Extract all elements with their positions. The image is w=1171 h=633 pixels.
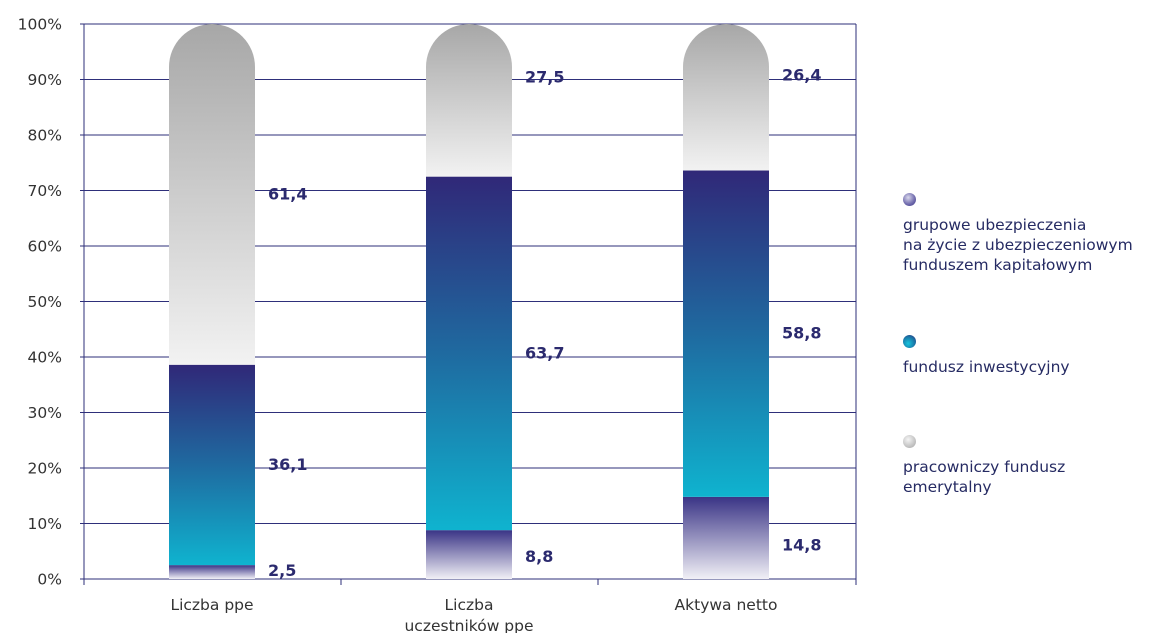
y-axis-ticks: 0% 10% 20% 30% 40% 50% 60% 70% 80% 90% 100% — [18, 16, 62, 589]
y-tick-label: 40% — [28, 349, 62, 367]
bar-segment-2 — [683, 170, 769, 497]
y-tick-label: 30% — [28, 404, 62, 422]
y-tick-label: 70% — [28, 182, 62, 200]
y-tick-label: 20% — [28, 460, 62, 478]
value-label: 61,4 — [268, 184, 307, 203]
y-tick-label: 0% — [37, 571, 62, 589]
x-tick-label: Aktywa netto — [675, 596, 778, 614]
bar-segment-3 — [169, 24, 255, 365]
x-tick-label: uczestników ppe — [404, 617, 533, 633]
legend-label: pracowniczy fundusz emerytalny — [903, 458, 1066, 496]
circle-purple-icon — [903, 193, 916, 206]
bar-segment-2 — [426, 176, 512, 531]
value-labels: 2,5 36,1 61,4 8,8 63,7 27,5 14,8 58,8 26,4 — [268, 65, 821, 580]
value-label: 58,8 — [782, 324, 821, 343]
y-tick-label: 90% — [28, 71, 62, 89]
bar-segment-1 — [683, 496, 769, 579]
y-tick-label: 10% — [28, 515, 62, 533]
bars — [169, 24, 769, 579]
bar-segment-1 — [169, 565, 255, 579]
value-label: 14,8 — [782, 535, 821, 554]
value-label: 8,8 — [525, 547, 553, 566]
value-label: 26,4 — [782, 65, 821, 84]
stacked-bar-chart: 0% 10% 20% 30% 40% 50% 60% 70% 80% 90% 100% 2,5 36,… — [18, 16, 857, 633]
bar-segment-3 — [426, 24, 512, 177]
y-tick-label: 60% — [28, 238, 62, 256]
circle-grey-icon — [903, 435, 916, 448]
bar-segment-2 — [169, 364, 255, 566]
y-tick-label: 100% — [18, 16, 62, 34]
x-axis-ticks: Liczba ppe Liczba uczestników ppe Aktywa ne… — [170, 596, 777, 633]
x-tick-label: Liczba ppe — [170, 596, 253, 614]
x-tick-label: Liczba — [445, 596, 494, 614]
value-label: 63,7 — [525, 343, 564, 362]
legend-label: fundusz inwestycyjny — [903, 358, 1070, 376]
y-tick-label: 80% — [28, 127, 62, 145]
legend-label: grupowe ubezpieczenia na życie z ubezpie… — [903, 216, 1133, 274]
value-label: 2,5 — [268, 561, 296, 580]
bar-segment-3 — [683, 24, 769, 171]
y-tick-label: 50% — [28, 293, 62, 311]
value-label: 27,5 — [525, 67, 564, 86]
circle-teal-icon — [903, 335, 916, 348]
bar-segment-1 — [426, 530, 512, 579]
value-label: 36,1 — [268, 455, 307, 474]
